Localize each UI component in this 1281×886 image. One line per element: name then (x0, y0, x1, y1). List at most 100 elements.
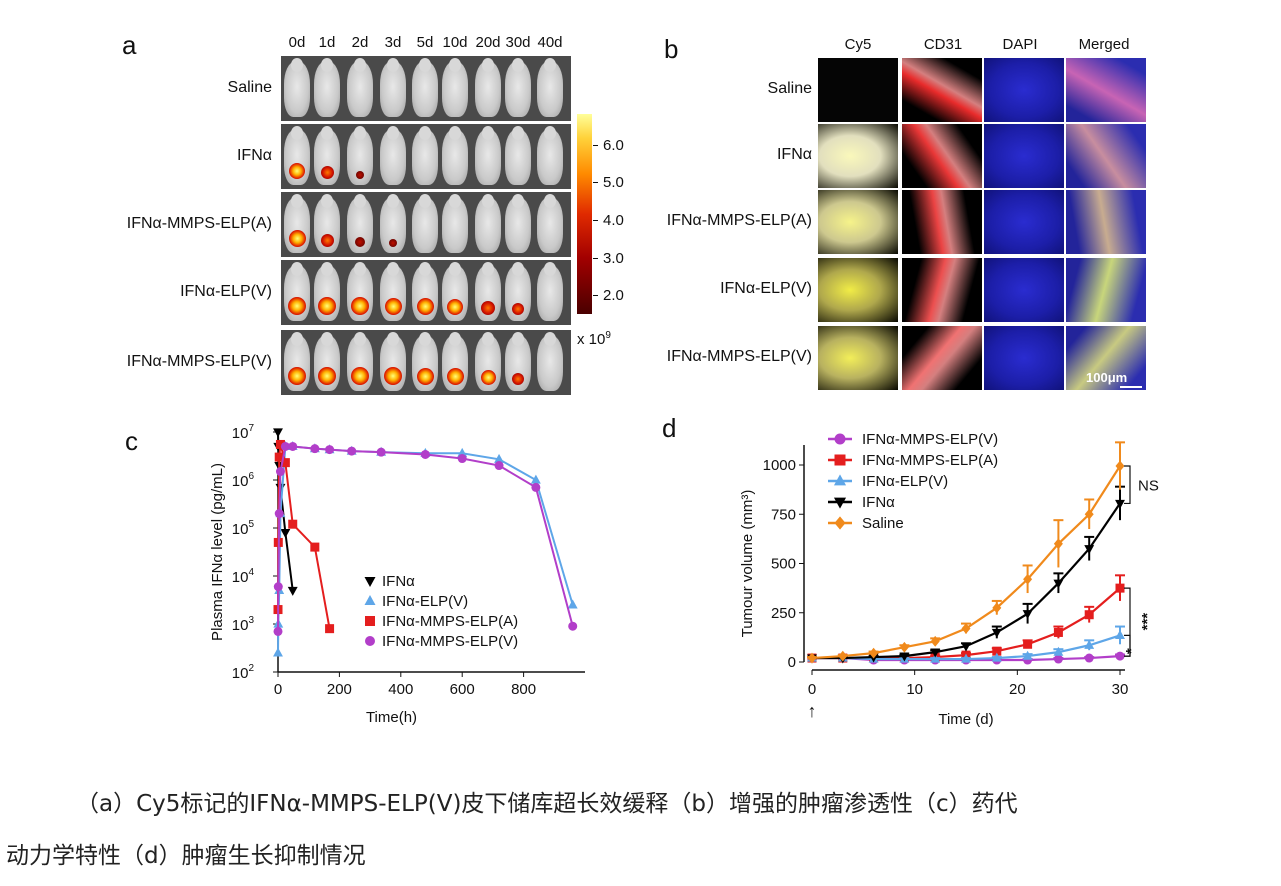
mouse-head (321, 332, 333, 346)
dapi-image (984, 190, 1064, 254)
data-point (365, 616, 375, 626)
data-point (568, 621, 578, 631)
cy5-image (818, 124, 898, 188)
mouse-head (449, 58, 461, 72)
mouse-head (419, 126, 431, 140)
data-point (1053, 579, 1064, 589)
data-point (834, 516, 846, 530)
mouse-head (512, 126, 524, 140)
y-tick-label: 0 (788, 654, 796, 671)
cd31-image (902, 58, 982, 122)
y-tick-label: 107 (232, 423, 255, 442)
day-label-10d: 10d (442, 34, 468, 51)
x-tick-label: 400 (388, 681, 413, 698)
legend-label: IFNα-MMPS-ELP(V) (862, 431, 998, 448)
scale-bar-label: 100μm (1086, 370, 1128, 385)
mouse-head (354, 194, 366, 208)
data-point (567, 599, 578, 609)
y-tick-label: 750 (771, 506, 796, 523)
series-4 (807, 441, 1125, 664)
fluorescence-signal (384, 367, 402, 385)
data-point (1022, 610, 1033, 620)
data-point (310, 444, 320, 454)
fluorescence-signal (446, 368, 464, 385)
legend-label: IFNα (382, 573, 415, 590)
mouse-head (512, 332, 524, 346)
y-tick-label: 106 (232, 471, 255, 490)
mouse-head (387, 58, 399, 72)
mouse-head (387, 262, 399, 276)
col-label-cd31: CD31 (923, 36, 963, 53)
fluorescence-signal (416, 298, 434, 315)
mouse-head (449, 194, 461, 208)
b-row-label-3: IFNα-ELP(V) (720, 280, 812, 297)
bracket-triple-star (1124, 587, 1131, 657)
mouse-head (419, 58, 431, 72)
data-point (280, 441, 290, 451)
legend-item: IFNα (364, 573, 415, 590)
legend-label: Saline (862, 515, 904, 532)
legend-label: IFNα-MMPS-ELP(A) (862, 452, 998, 469)
data-point (834, 454, 846, 466)
mouse-head (321, 262, 333, 276)
series-3 (273, 441, 578, 636)
data-point (992, 646, 1002, 656)
fluorescence-signal (320, 166, 334, 179)
data-point (1084, 545, 1095, 555)
panel-b-label: b (664, 34, 679, 64)
colorbar-tick-mark (593, 295, 598, 296)
mouse-head (354, 332, 366, 346)
data-point (1115, 651, 1125, 661)
fluorescence-signal (384, 298, 402, 315)
y-axis-title: Plasma IFNα level (pg/mL) (209, 463, 226, 641)
fluorescence-signal (447, 299, 463, 315)
y-tick-label: 1000 (763, 457, 796, 474)
colorbar-tick-2: 4.0 (603, 212, 624, 229)
legend-label: IFNα-ELP(V) (382, 593, 468, 610)
x-tick-label: 30 (1112, 681, 1129, 698)
b-row-label-2: IFNα-MMPS-ELP(A) (666, 212, 812, 229)
chart-c-pharmacokinetics: 0 200 400 600 800 107 106 105 104 103 102 Time(h) Pl… (209, 423, 585, 726)
bracket-single-star (1124, 634, 1131, 657)
mouse-head (449, 126, 461, 140)
data-point (1115, 460, 1125, 472)
data-point (961, 653, 971, 663)
legend-item: IFNα (828, 494, 895, 511)
b-row-label-4: IFNα-MMPS-ELP(V) (666, 348, 812, 365)
x-tick-label: 20 (1009, 681, 1026, 698)
fluorescence-signal (320, 234, 334, 247)
fluorescence-signal (318, 367, 336, 385)
x-tick-label: 0 (808, 681, 816, 698)
data-point (275, 439, 285, 449)
mouse-head (321, 194, 333, 208)
row-label-0: Saline (227, 78, 272, 96)
legend-label: IFNα-MMPS-ELP(A) (382, 613, 518, 630)
day-label-3d: 3d (384, 34, 402, 51)
data-point (376, 447, 386, 457)
mouse-head (449, 262, 461, 276)
cy5-image (818, 190, 898, 254)
data-point (420, 449, 430, 459)
y-tick-label: 105 (232, 519, 255, 538)
data-point (288, 519, 298, 529)
colorbar-tick-mark (593, 145, 598, 146)
data-point (1115, 630, 1125, 640)
fluorescence-signal (512, 373, 524, 385)
data-point (325, 624, 335, 634)
mouse-head (449, 332, 461, 346)
data-point (961, 642, 971, 652)
fluorescence-signal (356, 171, 364, 179)
legend-label: IFNα-MMPS-ELP(V) (382, 633, 518, 650)
data-point (991, 652, 1002, 662)
data-point (1022, 650, 1033, 660)
data-point (1053, 646, 1064, 656)
data-point (275, 467, 285, 477)
annotation-ns: NS (1138, 478, 1159, 495)
mouse-head (544, 262, 556, 276)
x-tick-label: 200 (327, 681, 352, 698)
y-tick-label: 500 (771, 556, 796, 573)
legend-item: Saline (828, 515, 904, 532)
fluorescence-signal (512, 303, 524, 315)
mouse-head (544, 194, 556, 208)
fluorescence-signal (288, 230, 306, 247)
